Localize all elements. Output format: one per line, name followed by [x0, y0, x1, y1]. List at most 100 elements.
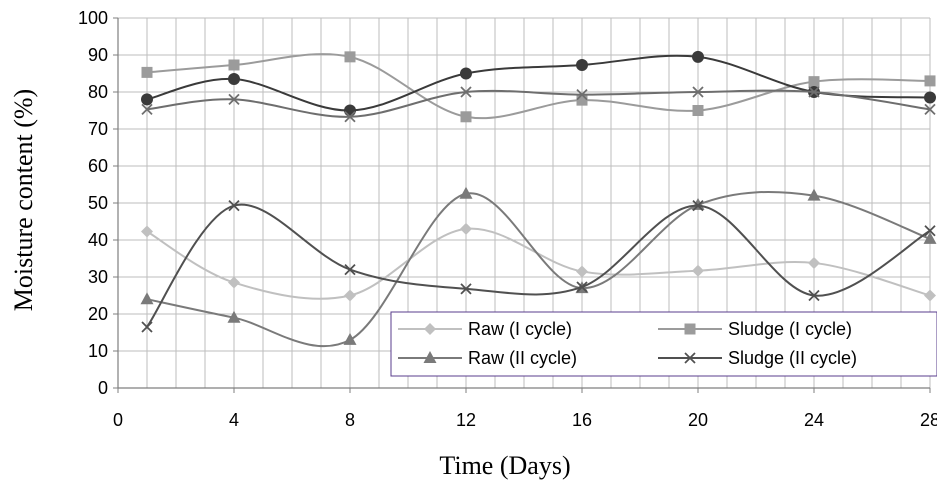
data-point — [924, 75, 936, 87]
y-axis-label: Moisture content (%) — [9, 89, 38, 311]
data-point — [808, 76, 820, 88]
data-point — [924, 103, 936, 116]
data-point — [576, 265, 588, 278]
data-point — [228, 93, 240, 106]
legend-label: Sludge (I cycle) — [728, 319, 852, 339]
series-2 — [141, 51, 936, 123]
y-tick-label: 40 — [88, 230, 108, 250]
marker-stroke — [808, 86, 820, 98]
x-tick-label: 0 — [113, 410, 123, 430]
marker-stroke — [692, 199, 704, 212]
legend-entry: Raw (I cycle) — [398, 319, 572, 339]
legend-box — [390, 311, 937, 377]
data-point — [576, 58, 588, 71]
legend-swatch-marker — [684, 323, 696, 335]
series-5 — [141, 50, 936, 117]
marker-stroke — [924, 225, 936, 237]
legend-swatch-marker — [423, 351, 437, 363]
marker-stroke — [684, 352, 696, 364]
marker-stroke — [808, 289, 820, 302]
data-point — [344, 51, 356, 63]
legend-entry: Raw (II cycle) — [398, 348, 577, 368]
data-point — [459, 186, 473, 199]
x-tick-label: 12 — [456, 410, 476, 430]
data-point — [460, 283, 472, 295]
data-point — [344, 289, 356, 302]
y-tick-label: 80 — [88, 82, 108, 102]
y-tick-label: 100 — [78, 8, 108, 28]
data-point — [141, 225, 153, 238]
x-tick-label: 8 — [345, 410, 355, 430]
marker-stroke — [228, 199, 240, 212]
marker-stroke — [460, 86, 472, 98]
x-tick-label: 20 — [688, 410, 708, 430]
x-tick-label: 24 — [804, 410, 824, 430]
data-point — [808, 289, 820, 302]
data-point — [228, 199, 240, 212]
y-tick-label: 20 — [88, 304, 108, 324]
marker-stroke — [576, 281, 588, 293]
data-point — [344, 111, 356, 123]
data-point — [576, 94, 588, 106]
marker-stroke — [344, 263, 356, 276]
marker-stroke — [228, 93, 240, 106]
data-point — [344, 104, 356, 117]
series-3 — [140, 186, 937, 348]
y-tick-label: 70 — [88, 119, 108, 139]
data-point — [344, 263, 356, 276]
series-1 — [141, 222, 936, 302]
y-tick-label: 10 — [88, 341, 108, 361]
data-point — [692, 264, 704, 277]
y-tick-label: 90 — [88, 45, 108, 65]
series-6 — [141, 86, 936, 123]
data-point — [141, 66, 153, 78]
data-point — [692, 50, 704, 63]
data-point — [460, 111, 472, 123]
legend-label: Sludge (II cycle) — [728, 348, 857, 368]
axes — [113, 17, 931, 393]
data-point — [227, 310, 241, 323]
data-point — [808, 86, 820, 98]
data-point — [460, 67, 472, 80]
data-point — [460, 222, 472, 235]
x-tick-label: 4 — [229, 410, 239, 430]
marker-stroke — [141, 103, 153, 116]
data-point — [692, 199, 704, 212]
data-point — [924, 91, 936, 104]
data-point — [141, 103, 153, 116]
series-4 — [141, 199, 936, 333]
data-point — [141, 321, 153, 333]
data-point — [924, 225, 936, 237]
x-tick-label: 28 — [920, 410, 937, 430]
data-point — [460, 86, 472, 98]
x-tick-label: 16 — [572, 410, 592, 430]
data-point — [228, 276, 240, 289]
data-point — [692, 86, 704, 98]
data-point — [141, 93, 153, 106]
legend-entry: Sludge (II cycle) — [658, 348, 857, 368]
y-tick-label: 0 — [98, 378, 108, 398]
y-tick-label: 30 — [88, 267, 108, 287]
data-point — [923, 231, 937, 244]
y-tick-label: 60 — [88, 156, 108, 176]
legend-label: Raw (II cycle) — [468, 348, 577, 368]
series-line — [146, 227, 931, 300]
marker-stroke — [692, 86, 704, 98]
series-line — [146, 54, 931, 112]
data-point — [228, 73, 240, 86]
series-line — [146, 89, 931, 118]
series-line — [146, 203, 931, 328]
data-point — [576, 281, 588, 293]
data-point — [807, 188, 821, 201]
data-point — [692, 105, 704, 116]
tick-labels: 0 10 20 30 40 50 60 70 80 90 100 0 4 8 12 16 20 24 28 — [78, 8, 937, 430]
data-point — [924, 289, 936, 302]
x-axis-label: Time (Days) — [439, 451, 570, 480]
y-tick-label: 50 — [88, 193, 108, 213]
data-point — [140, 292, 154, 305]
data-point — [808, 256, 820, 269]
data-point — [228, 59, 240, 71]
data-point — [343, 332, 357, 345]
data-point — [576, 88, 588, 101]
